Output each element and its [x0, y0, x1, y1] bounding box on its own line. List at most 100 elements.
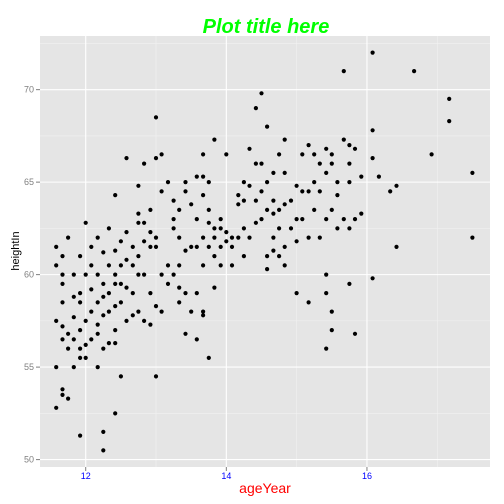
data-point [60, 392, 65, 397]
data-point [60, 387, 65, 392]
data-point [282, 263, 287, 268]
data-point [177, 235, 182, 240]
data-point [171, 226, 176, 231]
data-point [54, 263, 59, 268]
data-point [153, 244, 159, 249]
data-point [189, 202, 194, 207]
data-point [341, 217, 346, 222]
data-point [106, 341, 111, 346]
data-point [218, 217, 223, 222]
data-point [247, 146, 252, 151]
data-point [71, 294, 76, 299]
data-point [412, 69, 417, 74]
data-point [101, 448, 106, 453]
data-point [83, 342, 88, 347]
data-point [153, 374, 159, 379]
data-point [124, 230, 129, 235]
data-point [78, 346, 83, 351]
data-point [335, 226, 340, 231]
data-point [101, 294, 106, 299]
data-point [352, 331, 358, 336]
data-point [89, 309, 94, 314]
plot-panel [40, 36, 490, 467]
data-point [113, 328, 118, 333]
data-point [66, 346, 71, 351]
data-point [113, 272, 118, 277]
data-point [447, 119, 452, 124]
data-point [329, 152, 334, 157]
data-point [324, 217, 329, 222]
data-point [265, 207, 270, 212]
data-point [236, 193, 241, 198]
data-point [142, 220, 147, 225]
data-point [447, 96, 452, 101]
data-point [271, 248, 276, 253]
data-point [259, 161, 264, 166]
data-point [265, 180, 270, 185]
y-tick-label: 55 [24, 362, 34, 372]
data-point [212, 254, 217, 259]
data-point [259, 217, 264, 222]
data-point [83, 355, 88, 360]
data-point [212, 137, 217, 142]
data-point [95, 365, 100, 370]
data-point [142, 272, 147, 277]
data-point [201, 193, 206, 198]
data-point [265, 254, 270, 259]
data-point [253, 106, 258, 111]
data-point [66, 331, 71, 336]
data-point [206, 244, 211, 249]
data-point [224, 239, 229, 244]
data-point [95, 300, 100, 305]
data-point [324, 170, 329, 175]
data-point [71, 272, 76, 277]
data-point [153, 115, 159, 120]
data-point [277, 226, 282, 231]
data-point [189, 309, 194, 314]
data-points [54, 50, 475, 453]
data-point [282, 202, 287, 207]
data-point [136, 211, 141, 216]
data-point [394, 244, 399, 249]
data-point [265, 267, 270, 272]
data-point [347, 281, 352, 286]
data-point [183, 180, 188, 185]
data-point [113, 304, 118, 309]
data-point [183, 331, 188, 336]
data-point [470, 170, 475, 175]
data-point [370, 276, 375, 281]
data-point [194, 217, 199, 222]
data-point [212, 235, 217, 240]
data-point [118, 300, 123, 305]
data-point [282, 137, 287, 142]
data-point [352, 217, 358, 222]
data-point [277, 152, 282, 157]
data-point [183, 291, 188, 296]
data-point [71, 315, 76, 320]
data-point [253, 161, 258, 166]
data-point [294, 217, 299, 222]
data-point [89, 287, 94, 292]
data-point [89, 337, 94, 342]
data-point [470, 235, 475, 240]
data-point [229, 263, 235, 268]
data-point [359, 211, 364, 216]
data-point [177, 285, 182, 290]
data-point [118, 374, 123, 379]
data-point [352, 146, 358, 151]
data-point [306, 143, 311, 148]
data-point [282, 170, 287, 175]
y-tick-label: 60 [24, 270, 34, 280]
data-point [83, 220, 88, 225]
data-point [189, 244, 194, 249]
data-point [288, 198, 294, 203]
data-point [194, 337, 199, 342]
data-point [101, 429, 106, 434]
data-point [206, 207, 211, 212]
data-point [71, 365, 76, 370]
data-point [124, 156, 129, 161]
data-point [306, 300, 311, 305]
data-point [95, 322, 100, 327]
data-point [294, 291, 299, 296]
data-point [241, 226, 246, 231]
